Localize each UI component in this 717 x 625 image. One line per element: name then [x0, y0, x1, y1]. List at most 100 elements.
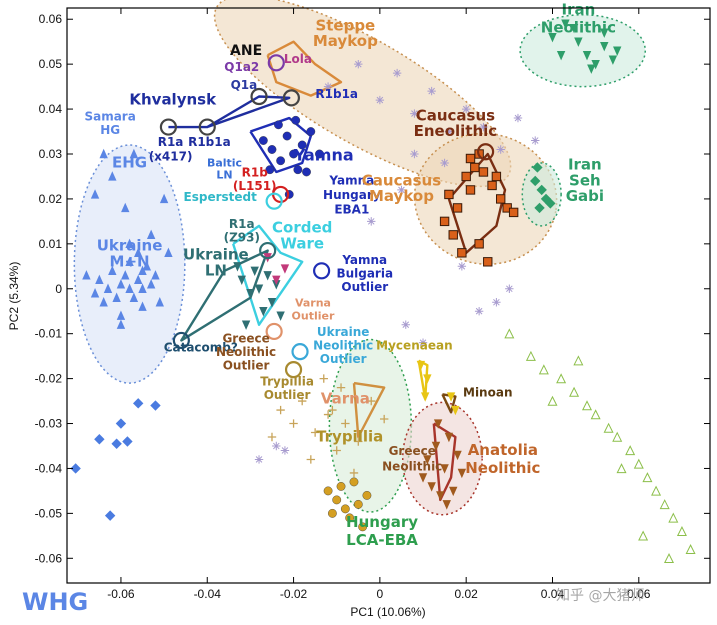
annotation-label: LN — [205, 261, 227, 279]
point-ehg-ukraine-m-n — [134, 274, 143, 284]
point-mixed-eurasian-populations — [427, 86, 436, 96]
point-trypillia-varna — [349, 468, 359, 478]
point-caucasus-eneolithic-maykop — [439, 216, 450, 227]
point-ehg-ukraine-m-n — [138, 283, 147, 293]
point-hungary-lca-eba — [332, 495, 342, 505]
annotation-label: Outlier — [320, 352, 367, 366]
point-mixed-eurasian-populations — [354, 59, 363, 69]
point-iran-neolithic — [613, 46, 622, 56]
point-yamna-khvalynsk — [306, 127, 316, 136]
point-trypillia-varna — [354, 437, 363, 446]
point-ehg-ukraine-m-n — [99, 148, 108, 159]
x-tick-label: -0.02 — [280, 587, 308, 601]
x-tick-label: 0.02 — [454, 587, 478, 601]
annotation-label: Ukraine — [317, 325, 370, 339]
point-mixed-eurasian-populations — [444, 127, 454, 136]
point-varna-ukraine-neolithic-outlier — [280, 264, 290, 274]
annotation-label: Neolithic — [216, 345, 276, 359]
point-caucasus-eneolithic-maykop — [491, 171, 502, 182]
point-trypillia-varna — [276, 405, 285, 415]
point-varna-ukraine-neolithic-outlier — [272, 275, 281, 285]
point-hungary-lca-eba — [358, 522, 368, 532]
point-iran-neolithic — [600, 41, 609, 52]
point-iran-neolithic — [587, 64, 596, 74]
point-iran-neolithic — [548, 32, 557, 43]
point-mixed-eurasian-populations — [440, 158, 449, 168]
point-ehg-ukraine-m-n — [155, 297, 164, 307]
annotation-label: Seh — [569, 171, 601, 189]
point-whg — [111, 438, 122, 449]
annotation-label: Q1a — [231, 78, 258, 92]
point-yamna-khvalynsk — [315, 149, 324, 159]
point-trypillia-varna — [267, 432, 277, 442]
point-levant-near-east-cline — [625, 445, 636, 456]
hull-varna — [352, 381, 386, 439]
annotation-label: Outlier — [341, 280, 388, 294]
point-mixed-eurasian-populations — [401, 320, 410, 329]
point-corded-ware-ukraine-ln — [250, 266, 259, 276]
point-ehg-ukraine-m-n — [99, 297, 108, 307]
point-levant-near-east-cline — [685, 543, 696, 555]
point-iran-seh-gabi — [534, 202, 545, 214]
point-anatolia-neolithic — [427, 482, 436, 492]
point-yamna-khvalynsk — [297, 140, 307, 150]
point-trypillia-varna — [336, 383, 346, 392]
point-corded-ware-ukraine-ln — [259, 307, 268, 317]
point-ehg-ukraine-m-n — [159, 193, 169, 204]
point-caucasus-eneolithic-maykop — [487, 180, 497, 191]
point-mixed-eurasian-populations — [492, 298, 501, 307]
ring-marker-r1b1a — [282, 89, 301, 107]
point-whg — [94, 434, 105, 445]
annotation-label: Iran — [561, 1, 595, 19]
annotation-label: Khvalynsk — [129, 91, 217, 109]
point-ehg-ukraine-m-n — [108, 171, 117, 181]
point-levant-near-east-cline — [612, 431, 623, 442]
annotation-label: Maykop — [369, 187, 434, 205]
point-ehg-ukraine-m-n — [116, 319, 126, 329]
point-caucasus-eneolithic-maykop — [448, 230, 458, 240]
hull-caucasus-eneolithic — [447, 152, 507, 255]
point-ehg-ukraine-m-n — [134, 247, 143, 258]
annotation-label: Yamna — [293, 146, 354, 165]
point-anatolia-neolithic — [436, 491, 445, 501]
point-iran-neolithic — [569, 24, 579, 34]
annotation-label: LCA-EBA — [346, 531, 418, 549]
ellipse-iran-neolithic — [519, 13, 647, 88]
point-levant-near-east-cline — [663, 552, 675, 563]
annotation-label: R1b1a — [188, 135, 231, 149]
annotation-label: Mycenaean — [376, 338, 452, 352]
annotation-label: Trypillia — [260, 374, 314, 388]
hull-corded-ware — [232, 224, 304, 326]
annotation-label: Baltic — [207, 157, 242, 170]
point-hungary-lca-eba — [345, 513, 355, 523]
point-mycenaean-minoan — [420, 392, 430, 402]
point-iran-neolithic — [582, 50, 592, 61]
point-anatolia-neolithic — [444, 432, 454, 443]
point-levant-near-east-cline — [573, 355, 584, 366]
point-yamna-khvalynsk — [258, 136, 268, 145]
point-corded-ware-ukraine-ln — [267, 298, 277, 308]
point-mixed-eurasian-populations — [410, 109, 419, 118]
point-corded-ware-ukraine-ln — [241, 320, 251, 330]
point-corded-ware-ukraine-ln — [263, 271, 272, 281]
point-mixed-eurasian-populations — [505, 284, 514, 293]
point-caucasus-eneolithic-maykop — [474, 239, 484, 249]
point-mixed-eurasian-populations — [323, 82, 333, 91]
point-yamna-khvalynsk — [267, 145, 277, 154]
annotation-label: R1a — [158, 135, 184, 149]
annotation-label: HG — [100, 123, 120, 137]
point-levant-near-east-cline — [547, 395, 558, 406]
point-mixed-eurasian-populations — [367, 217, 376, 226]
y-tick-label: 0.05 — [39, 57, 63, 71]
point-whg — [122, 436, 133, 447]
point-ehg-ukraine-m-n — [116, 279, 126, 289]
point-iran-neolithic — [591, 59, 600, 70]
point-levant-near-east-cline — [556, 373, 567, 384]
point-mixed-eurasian-populations — [397, 185, 406, 195]
point-ehg-ukraine-m-n — [90, 189, 100, 199]
point-levant-near-east-cline — [676, 526, 687, 537]
point-mixed-eurasian-populations — [418, 338, 428, 347]
point-ehg-ukraine-m-n — [151, 270, 160, 280]
point-mixed-eurasian-populations — [375, 95, 385, 105]
point-mixed-eurasian-populations — [280, 446, 290, 455]
